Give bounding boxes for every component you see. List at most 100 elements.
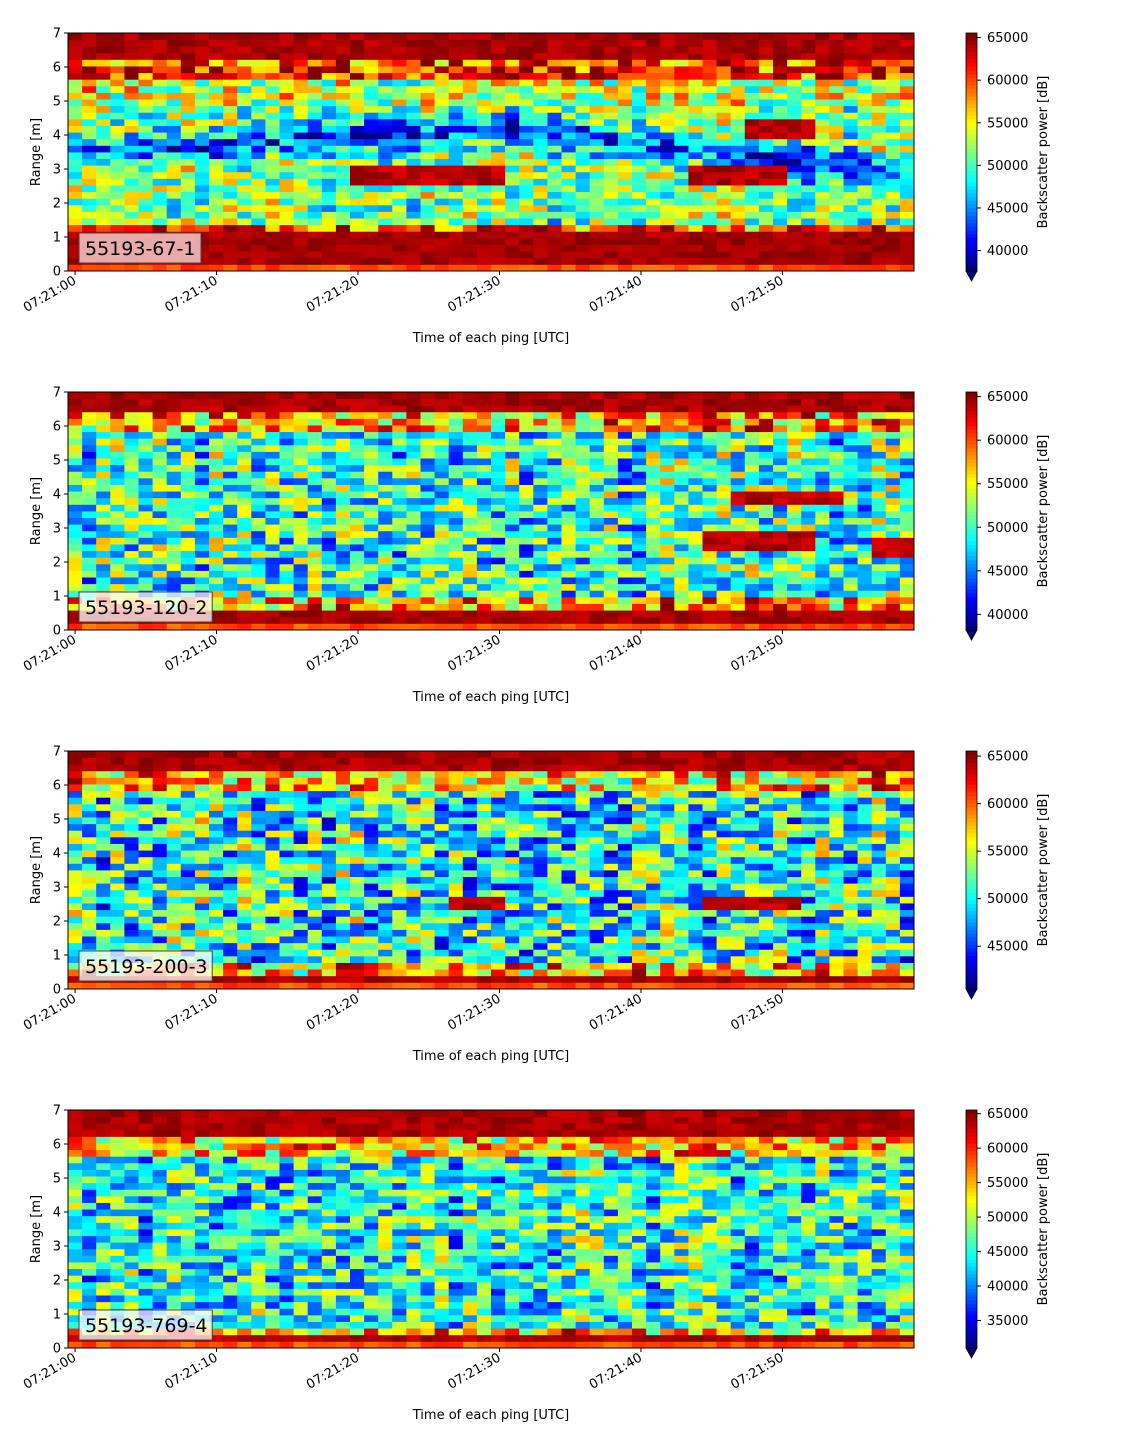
annotation-box: 55193-120-2 — [79, 592, 212, 622]
colorbar-segment — [966, 1244, 977, 1248]
colorbar-segment — [966, 1318, 977, 1322]
colorbar-segment — [966, 204, 977, 208]
colorbar-segment — [966, 133, 977, 137]
colorbar-segment — [966, 433, 977, 437]
colorbar-tick-label: 40000 — [987, 608, 1028, 623]
colorbar-segment — [966, 918, 977, 922]
x-axis-label: Time of each ping [UTC] — [412, 690, 570, 705]
colorbar-segment — [966, 1162, 977, 1166]
colorbar-tick-label: 65000 — [987, 390, 1028, 405]
colorbar-segment — [966, 522, 977, 526]
y-tick-label: 3 — [53, 1240, 61, 1255]
colorbar-segment — [966, 807, 977, 811]
colorbar-segment — [966, 1329, 977, 1333]
colorbar-segment — [966, 933, 977, 937]
y-tick-label: 5 — [53, 1172, 61, 1187]
colorbar-segment — [966, 818, 977, 822]
colorbar-segment — [966, 452, 977, 456]
colorbar-segment — [966, 585, 977, 589]
colorbar-segment — [966, 107, 977, 111]
colorbar-segment — [966, 492, 977, 496]
colorbar-segment — [966, 407, 977, 411]
colorbar-segment — [966, 1218, 977, 1222]
colorbar-segment — [966, 848, 977, 852]
annotation-label: 55193-67-1 — [85, 238, 195, 260]
colorbar-segment — [966, 911, 977, 915]
x-tick-label: 07:21:30 — [445, 1350, 503, 1392]
colorbar-segment — [966, 1337, 977, 1341]
colorbar: 35000400004500050000550006000065000Backs… — [966, 1107, 1051, 1358]
colorbar-segment — [966, 892, 977, 896]
colorbar-segment — [966, 189, 977, 193]
colorbar-segment — [966, 137, 977, 141]
colorbar-segment — [966, 941, 977, 945]
colorbar-tick-label: 55000 — [987, 1176, 1028, 1191]
colorbar-tick-label: 65000 — [987, 31, 1028, 46]
colorbar-segment — [966, 1333, 977, 1337]
colorbar-segment — [966, 840, 977, 844]
x-tick-label: 07:21:10 — [162, 632, 220, 674]
colorbar-segment — [966, 533, 977, 537]
colorbar-segment — [966, 851, 977, 855]
colorbar-segment — [966, 825, 977, 829]
colorbar-segment — [966, 1207, 977, 1211]
x-tick-label: 07:21:20 — [304, 991, 362, 1033]
colorbar-segment — [966, 563, 977, 567]
colorbar-segment — [966, 870, 977, 874]
colorbar-segment — [966, 96, 977, 100]
colorbar-segment — [966, 489, 977, 493]
colorbar-segment — [966, 448, 977, 452]
colorbar-segment — [966, 1177, 977, 1181]
x-tick-label: 07:21:40 — [587, 632, 645, 674]
colorbar-segment — [966, 604, 977, 608]
colorbar-segment — [966, 770, 977, 774]
colorbar-segment — [966, 234, 977, 238]
y-tick-label: 2 — [53, 1274, 61, 1289]
annotation-box: 55193-67-1 — [79, 233, 201, 263]
y-tick-label: 5 — [53, 813, 61, 828]
colorbar-segment — [966, 1236, 977, 1240]
colorbar-segment — [966, 156, 977, 160]
colorbar-segment — [966, 1303, 977, 1307]
colorbar-segment — [966, 504, 977, 508]
colorbar-tick-label: 45000 — [987, 940, 1028, 955]
colorbar-segment — [966, 582, 977, 586]
colorbar-segment — [966, 193, 977, 197]
annotation-box: 55193-200-3 — [79, 951, 212, 981]
colorbar-segment — [966, 982, 977, 986]
colorbar-segment — [966, 1277, 977, 1281]
y-tick-label: 2 — [53, 197, 61, 212]
colorbar-segment — [966, 814, 977, 818]
x-tick-label: 07:21:30 — [445, 991, 503, 1033]
colorbar-segment — [966, 559, 977, 563]
x-tick-label: 07:21:50 — [728, 991, 786, 1033]
colorbar-segment — [966, 1289, 977, 1293]
x-tick-label: 07:21:00 — [21, 632, 79, 674]
colorbar-tick-label: 50000 — [987, 159, 1028, 174]
y-tick-label: 6 — [53, 61, 61, 76]
colorbar-segment — [966, 399, 977, 403]
x-tick-label: 07:21:10 — [162, 991, 220, 1033]
colorbar-tick-label: 65000 — [987, 1107, 1028, 1122]
colorbar-tick-label: 50000 — [987, 521, 1028, 536]
colorbar-segment — [966, 608, 977, 612]
colorbar-tick-label: 55000 — [987, 845, 1028, 860]
colorbar-segment — [966, 226, 977, 230]
x-tick-label: 07:21:20 — [304, 632, 362, 674]
colorbar-segment — [966, 773, 977, 777]
colorbar-segment — [966, 182, 977, 186]
colorbar-segment — [966, 1248, 977, 1252]
colorbar-segment — [966, 241, 977, 245]
colorbar-segment — [966, 1225, 977, 1229]
colorbar-segment — [966, 478, 977, 482]
colorbar-tick-label: 65000 — [987, 750, 1028, 765]
y-tick-label: 5 — [53, 95, 61, 110]
colorbar-segment — [966, 411, 977, 415]
y-tick-label: 4 — [53, 847, 61, 862]
colorbar-segment — [966, 874, 977, 878]
colorbar-segment — [966, 1307, 977, 1311]
colorbar-tick-label: 60000 — [987, 1142, 1028, 1157]
colorbar-segment — [966, 967, 977, 971]
annotation-box: 55193-769-4 — [79, 1310, 212, 1340]
colorbar-label: Backscatter power [dB] — [1036, 76, 1051, 229]
